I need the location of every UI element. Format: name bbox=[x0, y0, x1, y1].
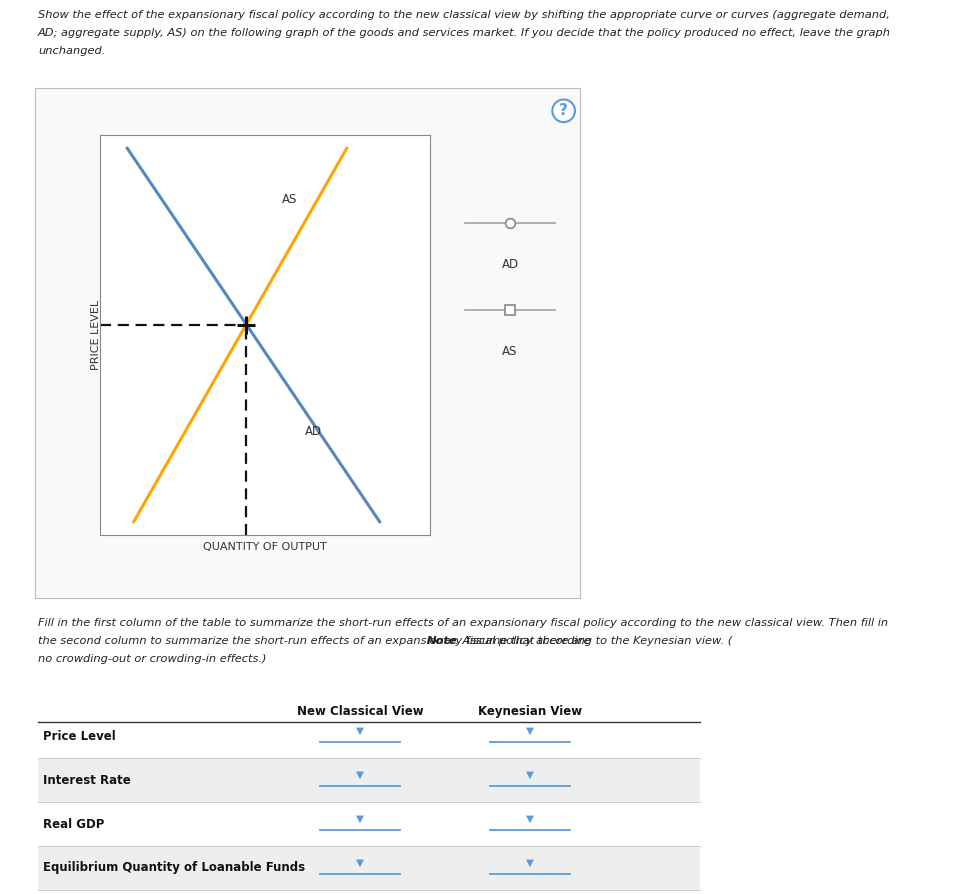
Text: AD; aggregate supply, AS) on the following graph of the goods and services marke: AD; aggregate supply, AS) on the followi… bbox=[38, 28, 891, 38]
Text: Price Level: Price Level bbox=[43, 730, 116, 743]
Text: unchanged.: unchanged. bbox=[38, 46, 105, 56]
Text: Keynesian View: Keynesian View bbox=[478, 705, 582, 718]
Text: the second column to summarize the short-run effects of an expansionary fiscal p: the second column to summarize the short… bbox=[38, 636, 732, 646]
Text: Note: Note bbox=[427, 636, 457, 646]
Text: Real GDP: Real GDP bbox=[43, 817, 104, 831]
Y-axis label: PRICE LEVEL: PRICE LEVEL bbox=[91, 300, 101, 370]
Text: ▼: ▼ bbox=[526, 814, 534, 824]
X-axis label: QUANTITY OF OUTPUT: QUANTITY OF OUTPUT bbox=[203, 542, 327, 552]
Text: ▼: ▼ bbox=[356, 726, 364, 736]
Text: AS: AS bbox=[502, 345, 518, 358]
Text: ▼: ▼ bbox=[526, 770, 534, 780]
Text: AS: AS bbox=[282, 193, 297, 206]
Text: Fill in the first column of the table to summarize the short-run effects of an e: Fill in the first column of the table to… bbox=[38, 618, 888, 628]
Text: ▼: ▼ bbox=[526, 726, 534, 736]
Text: ▼: ▼ bbox=[356, 814, 364, 824]
Text: ▼: ▼ bbox=[356, 770, 364, 780]
Text: New Classical View: New Classical View bbox=[297, 705, 423, 718]
Text: no crowding-out or crowding-in effects.): no crowding-out or crowding-in effects.) bbox=[38, 654, 266, 664]
Text: Equilibrium Quantity of Loanable Funds: Equilibrium Quantity of Loanable Funds bbox=[43, 862, 306, 874]
Text: Interest Rate: Interest Rate bbox=[43, 773, 131, 787]
Text: AD: AD bbox=[501, 258, 519, 272]
Text: AD: AD bbox=[305, 425, 322, 438]
Text: ▼: ▼ bbox=[356, 858, 364, 868]
Text: ▼: ▼ bbox=[526, 858, 534, 868]
Text: Show the effect of the expansionary fiscal policy according to the new classical: Show the effect of the expansionary fisc… bbox=[38, 10, 890, 20]
Text: ?: ? bbox=[560, 104, 568, 118]
Text: : Assume that there are: : Assume that there are bbox=[455, 636, 590, 646]
